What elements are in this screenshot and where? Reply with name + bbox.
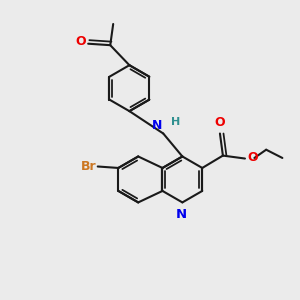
Text: H: H	[171, 117, 180, 127]
Text: O: O	[214, 116, 225, 129]
Text: Br: Br	[81, 160, 96, 173]
Text: O: O	[75, 35, 86, 48]
Text: N: N	[152, 119, 162, 132]
Text: N: N	[176, 208, 188, 221]
Text: O: O	[247, 152, 258, 164]
